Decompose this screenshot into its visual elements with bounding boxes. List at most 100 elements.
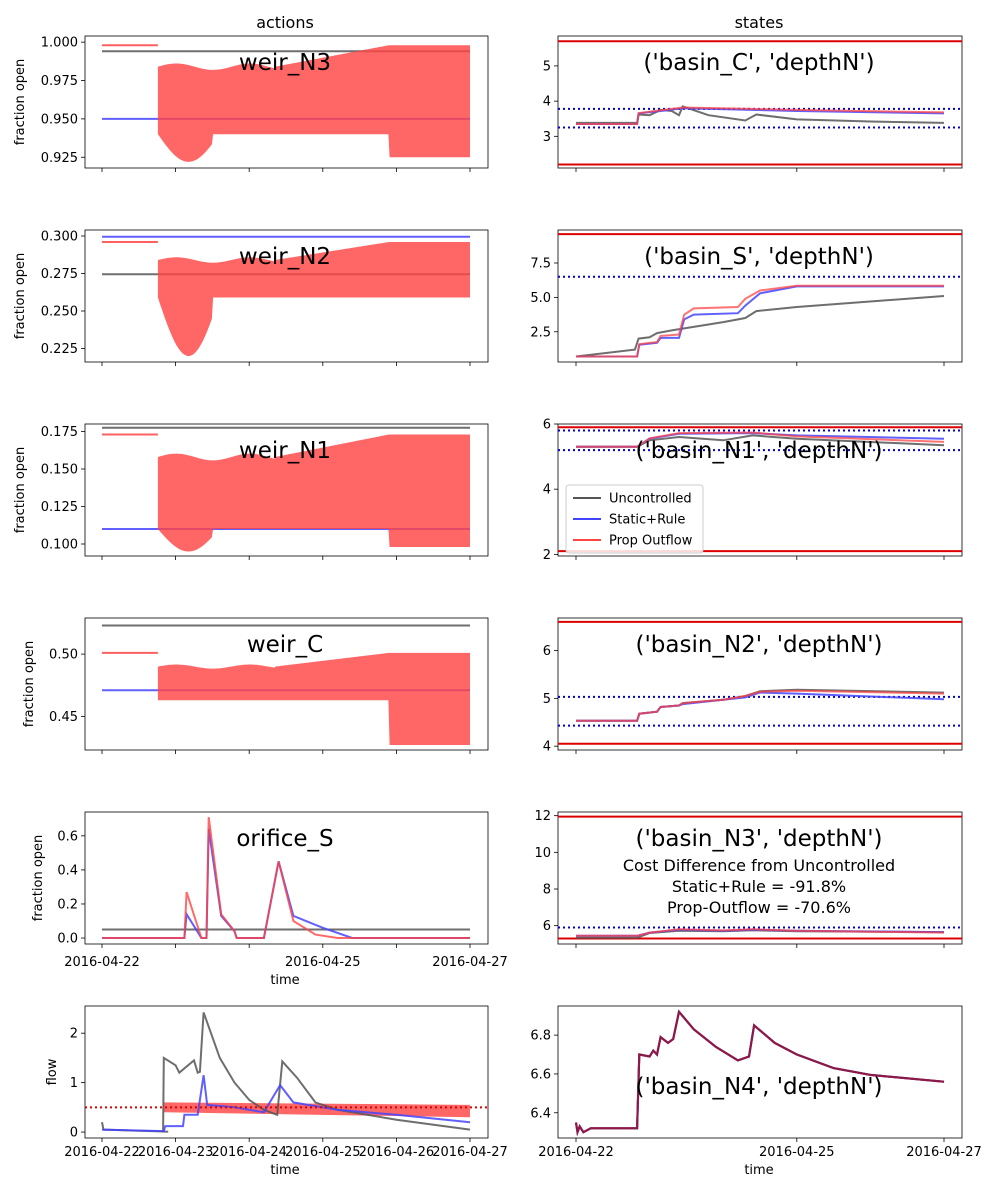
y-tick-label: 7.5 xyxy=(530,257,551,272)
prop-outflow-band xyxy=(157,434,470,552)
uncontrolled-line xyxy=(575,295,945,358)
plot-area xyxy=(558,233,962,358)
static-rule-line xyxy=(101,1075,471,1133)
y-tick-label: 0.925 xyxy=(41,151,78,166)
plot-area xyxy=(102,235,470,356)
legend: Uncontrolled Static+Rule Prop Outflow xyxy=(565,484,704,554)
panel-title: weir_N1 xyxy=(239,438,331,464)
y-tick-label: 6.4 xyxy=(530,1106,551,1121)
prop-outflow-line xyxy=(102,816,470,939)
panel-title: ('basin_N4', 'depthN') xyxy=(636,1074,883,1100)
uncontrolled-line xyxy=(576,105,945,124)
legend-label: Static+Rule xyxy=(609,513,685,528)
y-tick-label: 0.45 xyxy=(49,710,78,725)
annotation-line2: Static+Rule = -91.8% xyxy=(672,877,846,896)
plot-area xyxy=(102,624,470,745)
axes-frame xyxy=(84,811,489,945)
prop-outflow-line xyxy=(576,106,945,125)
x-tick-label: 2016-04-22 xyxy=(64,1145,140,1160)
plot-area xyxy=(574,1009,945,1137)
y-tick-label: 5 xyxy=(543,692,551,707)
plot-area xyxy=(558,620,962,745)
prop-outflow-band xyxy=(163,1102,470,1118)
y-tick-label: 6.6 xyxy=(530,1067,551,1082)
panel-weir_N3: 0.925 0.950 0.975 1.000 fraction open weir_N3 xyxy=(13,35,489,172)
x-tick-label: 2016-04-22 xyxy=(64,955,140,970)
y-tick-label: 2 xyxy=(543,548,551,563)
panel-title: ('basin_N1', 'depthN') xyxy=(636,438,883,464)
prop-outflow-line xyxy=(576,431,945,448)
axes-frame xyxy=(557,229,963,363)
plot-area xyxy=(85,1012,488,1133)
column-title-states: states xyxy=(735,13,784,32)
y-tick-label: 10 xyxy=(534,846,551,861)
y-tick-label: 6 xyxy=(543,644,551,659)
uncontrolled-line xyxy=(101,1012,471,1133)
y-tick-label: 0.0 xyxy=(57,932,78,947)
x-tick-label: 2016-04-25 xyxy=(285,955,361,970)
panel-weir_C: 0.45 0.50 fraction open weir_C xyxy=(22,617,489,754)
x-axis-label: time xyxy=(270,1163,299,1178)
panel-title: weir_C xyxy=(247,632,323,658)
panel-title: weir_N2 xyxy=(239,244,331,270)
x-tick-label: 2016-04-24 xyxy=(211,1145,287,1160)
legend-label: Uncontrolled xyxy=(609,492,692,507)
y-tick-label: 1.000 xyxy=(41,36,78,51)
plot-area xyxy=(102,44,470,162)
y-tick-label: 0 xyxy=(70,1126,78,1141)
y-tick-label: 0.4 xyxy=(57,863,78,878)
y-tick-label: 6 xyxy=(543,418,551,433)
y-tick-label: 0.275 xyxy=(41,267,78,282)
y-tick-label: 5.0 xyxy=(530,291,551,306)
panel-title: weir_N3 xyxy=(239,50,331,76)
panel-basin_N2: 4 5 6 ('basin_N2', 'depthN') xyxy=(543,617,963,755)
y-tick-label: 6.8 xyxy=(530,1029,551,1044)
y-tick-label: 3 xyxy=(543,130,551,145)
y-axis-label: fraction open xyxy=(13,59,28,146)
panels-group: 0.925 0.950 0.975 1.000 fraction open weir_N3… xyxy=(13,35,982,1178)
prop-outflow-line xyxy=(576,284,944,358)
y-tick-label: 0.975 xyxy=(41,74,78,89)
panel-weir_N1: 0.100 0.125 0.150 0.175 fraction open weir_N1 xyxy=(13,423,489,560)
x-tick-label: 2016-04-25 xyxy=(285,1145,361,1160)
y-tick-label: 0.950 xyxy=(41,112,78,127)
y-tick-label: 0.2 xyxy=(57,897,78,912)
axes-frame xyxy=(557,617,963,751)
axes-frame xyxy=(557,811,963,945)
plot-area xyxy=(102,426,470,552)
x-axis-label: time xyxy=(744,1163,773,1178)
x-tick-label: 2016-04-26 xyxy=(359,1145,435,1160)
y-tick-label: 4 xyxy=(543,95,551,110)
prop-outflow-band xyxy=(157,242,470,356)
y-tick-label: 12 xyxy=(534,809,551,824)
plot-area xyxy=(102,816,470,939)
y-tick-label: 0.225 xyxy=(41,342,78,357)
panel-orifice_S: 0.0 0.2 0.4 0.6 fraction open orifice_S 2016-0… xyxy=(31,811,508,988)
y-tick-label: 2.5 xyxy=(530,325,551,340)
y-tick-label: 0.300 xyxy=(41,230,78,245)
x-tick-label: 2016-04-25 xyxy=(759,1145,835,1160)
y-axis-label: fraction open xyxy=(13,253,28,340)
panel-basin_C: 3 4 5 ('basin_C', 'depthN') xyxy=(543,35,963,172)
x-tick-label: 2016-04-27 xyxy=(906,1145,982,1160)
panel-basin_N4: 6.4 6.6 6.8 ('basin_N4', 'depthN') 2016-04-2… xyxy=(530,1005,982,1178)
panel-title: ('basin_N3', 'depthN') xyxy=(636,826,883,852)
panel-weir_N2: 0.225 0.250 0.275 0.300 fraction open weir_N2 xyxy=(13,230,489,366)
y-axis-label: fraction open xyxy=(13,447,28,534)
panel-basin_N1: 2 4 6 ('basin_N1', 'depthN') Uncontrolled Sta… xyxy=(543,418,963,563)
y-tick-label: 0.150 xyxy=(41,463,78,478)
annotation-line1: Cost Difference from Uncontrolled xyxy=(623,856,895,875)
y-tick-label: 4 xyxy=(543,740,551,755)
y-tick-label: 5 xyxy=(543,59,551,74)
y-tick-label: 8 xyxy=(543,883,551,898)
x-tick-label: 2016-04-27 xyxy=(432,955,508,970)
x-tick-label: 2016-04-27 xyxy=(432,1145,508,1160)
panel-flow: 012flow2016-04-222016-04-232016-04-24201… xyxy=(45,1005,508,1178)
combined-line xyxy=(574,1009,945,1137)
prop-outflow-band xyxy=(157,652,470,745)
panel-title: ('basin_N2', 'depthN') xyxy=(636,632,883,658)
panel-basin_S: 2.5 5.0 7.5 ('basin_S', 'depthN') xyxy=(530,229,963,366)
panel-basin_N3: 6 8 10 12 ('basin_N3', 'depthN') Cost Differe… xyxy=(534,809,963,948)
legend-frame xyxy=(565,484,704,554)
axes-frame xyxy=(557,35,963,169)
